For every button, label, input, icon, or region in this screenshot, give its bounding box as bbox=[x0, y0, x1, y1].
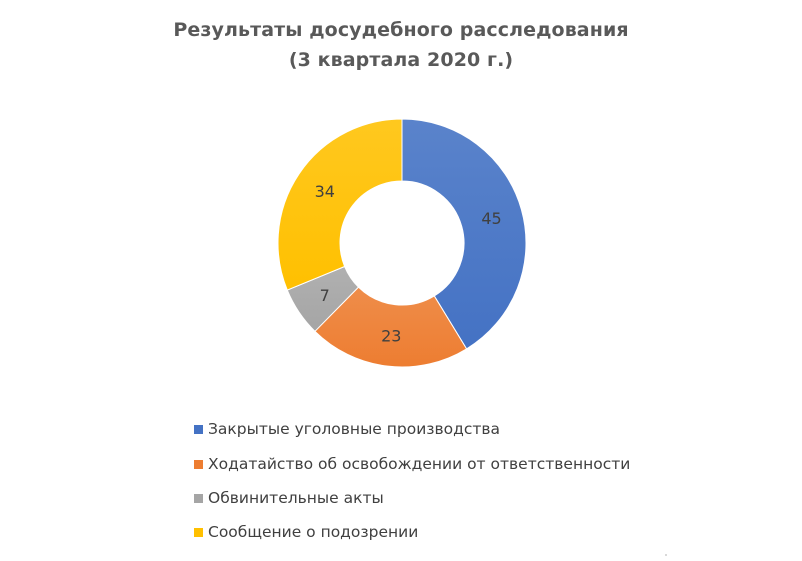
slice-suspicion-notice bbox=[277, 118, 403, 291]
legend-label-indictments: Обвинительные акты bbox=[208, 489, 384, 507]
legend-swatch-release-petition bbox=[194, 459, 203, 469]
legend-item-release-petition: Ходатайство об освобождении от ответстве… bbox=[194, 453, 630, 475]
data-label-suspicion-notice: 34 bbox=[315, 182, 335, 201]
legend-swatch-closed-cases bbox=[194, 424, 203, 434]
legend-label-release-petition: Ходатайство об освобождении от ответстве… bbox=[208, 455, 631, 473]
legend-item-suspicion-notice: Сообщение о подозрении bbox=[194, 521, 418, 543]
chart-title: Результаты досудебного расследования bbox=[173, 19, 629, 41]
legend-item-indictments: Обвинительные акты bbox=[194, 487, 384, 509]
data-label-release-petition: 23 bbox=[381, 326, 401, 345]
data-label-indictments: 7 bbox=[320, 286, 330, 305]
data-label-closed-cases: 45 bbox=[481, 209, 501, 228]
legend-swatch-suspicion-notice bbox=[194, 527, 203, 537]
legend-swatch-indictments bbox=[194, 493, 203, 503]
legend-label-suspicion-notice: Сообщение о подозрении bbox=[208, 523, 419, 541]
stray-dot bbox=[665, 554, 667, 556]
legend-label-closed-cases: Закрытые уголовные производства bbox=[208, 420, 501, 438]
legend-item-closed-cases: Закрытые уголовные производства bbox=[194, 418, 500, 440]
chart-subtitle: (3 квартала 2020 г.) bbox=[288, 49, 514, 71]
slice-release-petition bbox=[314, 286, 468, 368]
slice-closed-cases bbox=[401, 118, 527, 350]
